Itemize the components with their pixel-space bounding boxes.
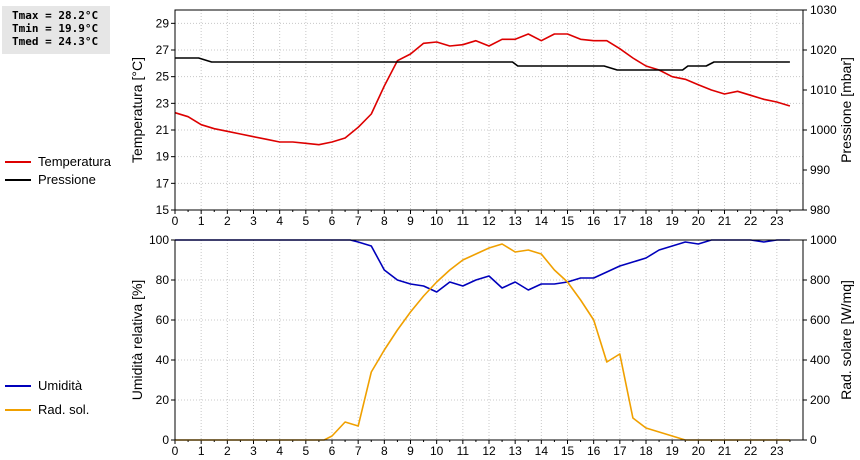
top-xtick-label: 6	[329, 214, 336, 228]
top-xtick-label: 11	[457, 214, 470, 228]
bottom-y2tick-label: 600	[810, 313, 830, 327]
bottom-xtick-label: 5	[302, 444, 309, 458]
top-y2tick-label: 1010	[810, 83, 837, 97]
top-xtick-label: 10	[430, 214, 444, 228]
top-y2tick-label: 1030	[810, 3, 837, 17]
bottom-xtick-label: 8	[381, 444, 388, 458]
bottom-xtick-label: 13	[508, 444, 522, 458]
bottom-ytick-label: 80	[156, 273, 170, 287]
top-plot-frame	[174, 9, 804, 211]
bottom-ytick-label: 60	[156, 313, 170, 327]
top-xtick-label: 9	[407, 214, 414, 228]
bottom-xtick-label: 4	[276, 444, 283, 458]
bottom-left-axis-label: Umidità relativa [%]	[129, 280, 145, 401]
top-ytick-label: 27	[156, 43, 170, 57]
top-xtick-label: 13	[508, 214, 522, 228]
bottom-xtick-label: 10	[430, 444, 444, 458]
legend-label: Umidità	[38, 378, 83, 393]
bottom-ytick-label: 100	[149, 233, 169, 247]
top-xtick-label: 19	[665, 214, 679, 228]
bottom-xtick-label: 12	[482, 444, 496, 458]
bottom-y2tick-label: 200	[810, 393, 830, 407]
top-y2tick-label: 1000	[810, 123, 837, 137]
top-xtick-label: 20	[692, 214, 706, 228]
bottom-xtick-label: 9	[407, 444, 414, 458]
top-xtick-label: 2	[224, 214, 231, 228]
top-xtick-label: 23	[770, 214, 784, 228]
bottom-ytick-label: 20	[156, 393, 170, 407]
top-right-axis-label: Pressione [mbar]	[838, 57, 854, 163]
tmed-text: Tmed = 24.3°C	[12, 35, 99, 48]
bottom-xtick-label: 14	[535, 444, 549, 458]
top-xtick-label: 21	[718, 214, 732, 228]
bottom-xtick-label: 16	[587, 444, 601, 458]
bottom-right-axis-label: Rad. solare [W/mq]	[838, 280, 854, 400]
bottom-xtick-label: 18	[639, 444, 653, 458]
bottom-y2tick-label: 800	[810, 273, 830, 287]
bottom-xtick-label: 17	[613, 444, 627, 458]
top-xtick-label: 4	[276, 214, 283, 228]
bottom-xtick-label: 3	[250, 444, 257, 458]
top-y2tick-label: 980	[810, 203, 830, 217]
bottom-y2tick-label: 0	[810, 433, 817, 447]
stats-box: Tmax = 28.2°C Tmin = 19.9°C Tmed = 24.3°…	[2, 6, 110, 54]
top-ytick-label: 15	[156, 203, 170, 217]
top-xtick-label: 18	[639, 214, 653, 228]
top-left-axis-label: Temperatura [°C]	[129, 57, 145, 163]
pressure-series-line	[175, 57, 790, 71]
legend-label: Rad. sol.	[38, 402, 89, 417]
bottom-xtick-label: 22	[744, 444, 758, 458]
top-ytick-label: 17	[156, 176, 170, 190]
bottom-ytick-label: 0	[162, 433, 169, 447]
top-xtick-label: 1	[198, 214, 205, 228]
bottom-xtick-label: 23	[770, 444, 784, 458]
top-ytick-label: 25	[156, 70, 170, 84]
top-ytick-label: 29	[156, 16, 170, 30]
top-ytick-label: 21	[156, 123, 170, 137]
bottom-xtick-label: 21	[718, 444, 732, 458]
top-xtick-label: 12	[482, 214, 496, 228]
bottom-xtick-label: 2	[224, 444, 231, 458]
bottom-xtick-label: 11	[457, 444, 470, 458]
top-xtick-label: 14	[535, 214, 549, 228]
bottom-xtick-label: 6	[329, 444, 336, 458]
bottom-ytick-label: 40	[156, 353, 170, 367]
tmin-text: Tmin = 19.9°C	[12, 22, 99, 35]
bottom-xtick-label: 20	[692, 444, 706, 458]
bottom-y2tick-label: 1000	[810, 233, 837, 247]
bottom-plot-frame	[174, 239, 804, 441]
top-ytick-label: 19	[156, 150, 170, 164]
top-xtick-label: 0	[172, 214, 179, 228]
top-xtick-label: 3	[250, 214, 257, 228]
tmax-text: Tmax = 28.2°C	[12, 9, 99, 22]
legend-label: Pressione	[38, 172, 96, 187]
top-y2tick-label: 990	[810, 163, 830, 177]
top-xtick-label: 15	[561, 214, 575, 228]
humidity-series-line	[175, 239, 790, 293]
temperature-series-line	[174, 33, 791, 146]
top-xtick-label: 17	[613, 214, 627, 228]
bottom-xtick-label: 15	[561, 444, 575, 458]
bottom-xtick-label: 19	[665, 444, 679, 458]
bottom-xtick-label: 1	[198, 444, 205, 458]
bottom-y2tick-label: 400	[810, 353, 830, 367]
top-xtick-label: 5	[302, 214, 309, 228]
bottom-xtick-label: 0	[172, 444, 179, 458]
solar-radiation-series-line	[175, 243, 790, 441]
top-ytick-label: 23	[156, 96, 170, 110]
top-xtick-label: 16	[587, 214, 601, 228]
top-xtick-label: 22	[744, 214, 758, 228]
top-y2tick-label: 1020	[810, 43, 837, 57]
top-xtick-label: 7	[355, 214, 362, 228]
bottom-xtick-label: 7	[355, 444, 362, 458]
legend-label: Temperatura	[38, 154, 112, 169]
top-xtick-label: 8	[381, 214, 388, 228]
